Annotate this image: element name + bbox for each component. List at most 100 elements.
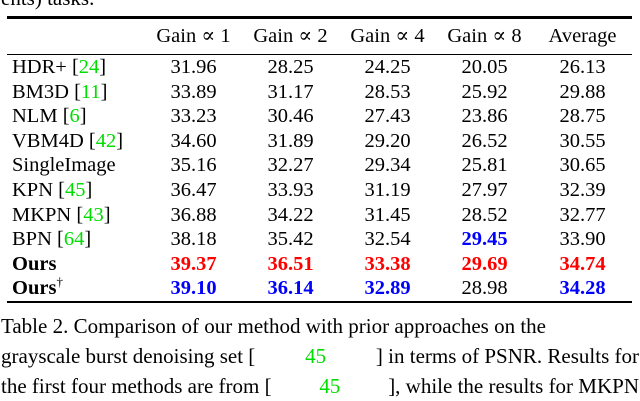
psnr-cell: 31.89 — [267, 129, 314, 152]
method-name: BPN — [12, 228, 52, 251]
method-cell: Ours† — [7, 274, 145, 300]
bracket-close: ] — [85, 179, 93, 202]
table-top-rule — [7, 16, 632, 19]
method-name: SingleImage — [12, 154, 116, 177]
citation-link[interactable]: 45 — [305, 344, 327, 368]
method-cell: Ours — [7, 254, 145, 275]
method-name: Ours — [12, 277, 57, 300]
psnr-cell: 33.23 — [170, 105, 217, 128]
psnr-cell: 29.88 — [559, 80, 606, 103]
psnr-cell: 25.81 — [461, 154, 508, 177]
citation-number[interactable]: 64 — [63, 228, 85, 251]
caption-text: the first four methods are from [ — [1, 374, 272, 398]
psnr-cell: 33.90 — [559, 228, 606, 251]
table-row: Ours† 39.10 36.14 32.89 28.98 34.28 — [7, 276, 632, 301]
psnr-cell: 32.27 — [267, 154, 314, 177]
psnr-cell: 34.60 — [170, 129, 217, 152]
psnr-cell: 28.75 — [559, 105, 606, 128]
psnr-cell: 23.86 — [461, 105, 508, 128]
psnr-cell: 33.93 — [267, 179, 314, 202]
psnr-cell: 29.20 — [364, 129, 411, 152]
psnr-cell: 35.42 — [267, 228, 314, 251]
table-row: VBM4D [42] 34.60 31.89 29.20 26.52 30.55 — [7, 129, 632, 154]
psnr-cell: 28.53 — [364, 80, 411, 103]
psnr-cell: 31.96 — [170, 56, 217, 79]
caption-text: grayscale burst denoising set [ — [1, 344, 256, 368]
method-name: HDR+ — [12, 56, 67, 79]
column-header-gain2: Gain ∝ 2 — [253, 24, 328, 47]
psnr-cell: 30.55 — [559, 129, 606, 152]
psnr-cell: 26.52 — [461, 129, 508, 152]
psnr-cell: 33.38 — [364, 252, 411, 275]
psnr-cell: 31.17 — [267, 80, 314, 103]
psnr-cell: 29.34 — [364, 154, 411, 177]
citation-number[interactable]: 11 — [80, 80, 101, 103]
psnr-cell: 28.98 — [461, 277, 508, 300]
psnr-cell: 24.25 — [364, 56, 411, 79]
column-header-gain1: Gain ∝ 1 — [156, 24, 231, 47]
psnr-cell: 38.18 — [170, 228, 217, 251]
caption-line: Table 2. Comparison of our method with p… — [1, 311, 639, 341]
citation-link[interactable]: 45 — [319, 374, 341, 398]
method-name: MKPN — [12, 203, 72, 226]
psnr-cell: 28.25 — [267, 56, 314, 79]
psnr-cell: 29.69 — [461, 252, 508, 275]
column-header-gain4: Gain ∝ 4 — [350, 24, 425, 47]
bracket-close: ] — [116, 129, 124, 152]
psnr-cell: 30.46 — [267, 105, 314, 128]
method-cell: VBM4D [42] — [7, 131, 145, 152]
method-name: Ours — [12, 252, 57, 275]
psnr-cell: 36.14 — [267, 277, 314, 300]
psnr-cell: 31.19 — [364, 179, 411, 202]
caption-line: grayscale burst denoising set [45] in te… — [1, 341, 639, 371]
psnr-cell: 30.65 — [559, 154, 606, 177]
psnr-cell: 31.45 — [364, 203, 411, 226]
method-cell: MKPN [43] — [7, 203, 145, 226]
psnr-cell: 32.89 — [364, 277, 411, 300]
clipped-paragraph-text: ents) tasks. — [1, 0, 94, 11]
psnr-cell: 27.43 — [364, 105, 411, 128]
method-name: BM3D — [12, 80, 69, 103]
table-row: KPN [45] 36.47 33.93 31.19 27.97 32.39 — [7, 178, 632, 203]
method-cell: NLM [6] — [7, 106, 145, 127]
method-name: KPN — [12, 179, 54, 202]
table-row: NLM [6] 33.23 30.46 27.43 23.86 28.75 — [7, 104, 632, 129]
bracket-close: ] — [84, 228, 92, 251]
bracket-close: ] — [103, 203, 111, 226]
psnr-cell: 28.52 — [461, 203, 508, 226]
table-row: BM3D [11] 33.89 31.17 28.53 25.92 29.88 — [7, 80, 632, 105]
method-cell: BM3D [11] — [7, 80, 145, 103]
table-row: Ours 39.37 36.51 33.38 29.69 34.74 — [7, 252, 632, 277]
citation-number[interactable]: 42 — [95, 129, 117, 152]
table-header-row: Gain ∝ 1 Gain ∝ 2 Gain ∝ 4 Gain ∝ 8 Aver… — [7, 19, 632, 54]
psnr-cell: 26.13 — [559, 56, 606, 79]
citation-number[interactable]: 45 — [64, 179, 86, 202]
caption-text: Table 2. Comparison of our method with p… — [1, 314, 546, 338]
bracket-open: [ — [66, 56, 79, 79]
method-name: NLM — [12, 105, 58, 128]
psnr-cell: 34.22 — [267, 203, 314, 226]
citation-number[interactable]: 43 — [83, 203, 104, 226]
psnr-cell: 25.92 — [461, 80, 508, 103]
citation-number[interactable]: 6 — [69, 105, 80, 128]
psnr-cell: 27.97 — [461, 179, 508, 202]
table-row: SingleImage 35.16 32.27 29.34 25.81 30.6… — [7, 153, 632, 178]
dagger-superscript: † — [56, 274, 63, 290]
psnr-cell: 36.47 — [170, 179, 217, 202]
bracket-open: [ — [71, 203, 84, 226]
table-header-rule — [7, 53, 632, 55]
psnr-cell: 32.54 — [364, 228, 411, 251]
method-cell: KPN [45] — [7, 180, 145, 201]
bracket-open: [ — [57, 105, 70, 128]
table-caption: Table 2. Comparison of our method with p… — [1, 311, 639, 401]
citation-number[interactable]: 24 — [78, 56, 100, 79]
table-row: MKPN [43] 36.88 34.22 31.45 28.52 32.77 — [7, 203, 632, 228]
bracket-open: [ — [68, 80, 81, 103]
psnr-cell: 33.89 — [170, 80, 217, 103]
table-row: HDR+ [24] 31.96 28.25 24.25 20.05 26.13 — [7, 55, 632, 80]
column-header-average: Average — [548, 24, 617, 47]
bracket-close: ] — [99, 56, 107, 79]
table-row: BPN [64] 38.18 35.42 32.54 29.45 33.90 — [7, 227, 632, 252]
bracket-open: [ — [51, 228, 64, 251]
